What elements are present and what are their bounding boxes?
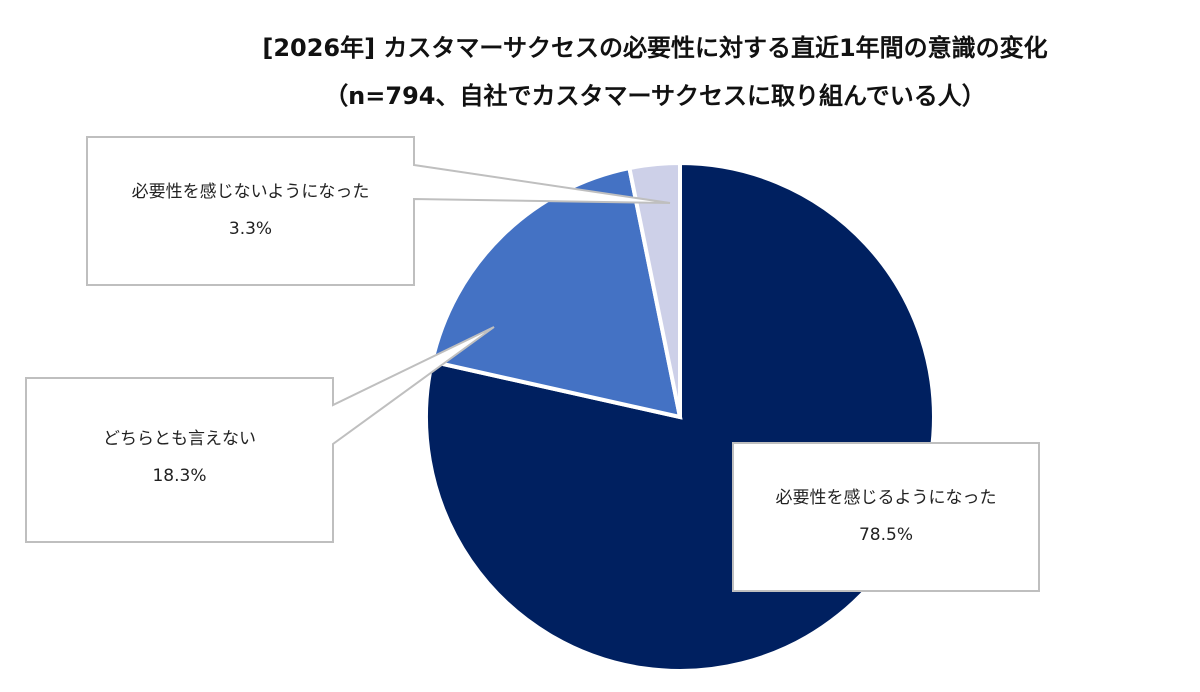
callout-value: 78.5% [858, 525, 913, 545]
chart-subtitle: （n=794、自社でカスタマーサクセスに取り組んでいる人） [324, 82, 986, 110]
callout-felt-necessary: 必要性を感じるようになった 78.5% [733, 490, 1039, 544]
callout-value: 3.3% [228, 219, 273, 239]
callout-neither: どちらとも言えない 18.3% [26, 431, 333, 485]
pie-slice-not-necessary [627, 160, 682, 418]
callout-box-felt-necessary [732, 442, 1040, 592]
callout-box-neither [25, 326, 495, 543]
pie-slice-neither [429, 165, 683, 420]
callout-label: どちらとも言えない [103, 429, 256, 449]
callout-value: 18.3% [152, 466, 207, 486]
callout-label: 必要性を感じるようになった [775, 488, 997, 508]
callout-not-necessary: 必要性を感じないようになった 3.3% [87, 184, 414, 238]
chart-title: [2026年] カスタマーサクセスの必要性に対する直近1年間の意識の変化 [262, 34, 1048, 62]
callout-label: 必要性を感じないようになった [131, 182, 370, 202]
callout-box-not-necessary [86, 136, 671, 286]
